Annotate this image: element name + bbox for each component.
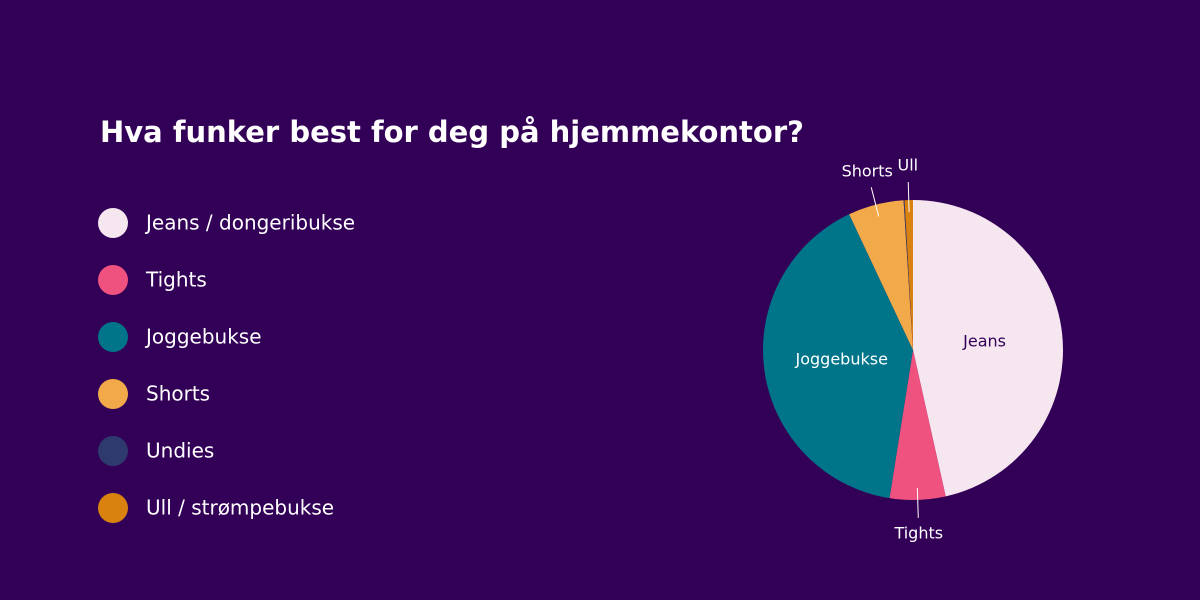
leader-line [870, 187, 880, 217]
legend-swatch [98, 322, 128, 352]
legend-swatch [98, 379, 128, 409]
pie-slice [763, 214, 913, 499]
leader-line [916, 487, 919, 518]
legend-label: Undies [146, 439, 214, 463]
slice-label: Ull [897, 156, 918, 175]
pie-slice [889, 350, 946, 500]
slice-label: Shorts [842, 161, 893, 180]
legend-label: Shorts [146, 382, 210, 406]
legend-swatch [98, 436, 128, 466]
legend-label: Joggebukse [144, 325, 262, 349]
leader-line [907, 182, 910, 213]
pie-slice [913, 200, 1064, 497]
pie-slice [849, 200, 913, 350]
slice-label: Jeans [962, 332, 1006, 351]
pie-slice [903, 200, 913, 350]
slice-label: Tights [893, 523, 943, 542]
legend-label: Ull / strømpebukse [146, 496, 334, 520]
legend-label: Tights [145, 268, 207, 292]
chart-title: Hva funker best for deg på hjemmekontor? [100, 115, 804, 149]
legend-swatch [98, 265, 128, 295]
legend-swatch [98, 208, 128, 238]
pie-slice [904, 200, 913, 350]
legend-label: Jeans / dongeribukse [144, 211, 355, 235]
legend-swatch [98, 493, 128, 523]
slice-label: Joggebukse [795, 350, 888, 369]
